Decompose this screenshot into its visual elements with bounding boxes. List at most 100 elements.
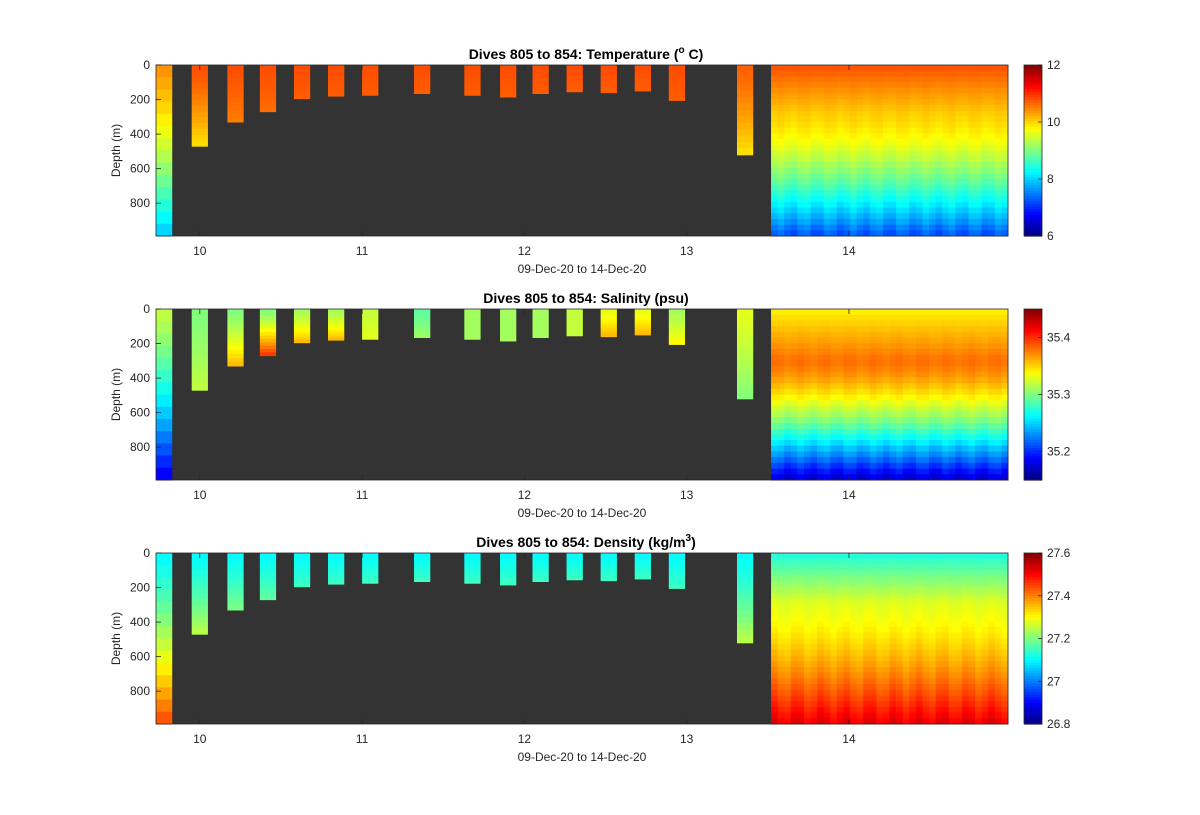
- dense-cell: [856, 354, 864, 361]
- dense-cell: [830, 462, 838, 470]
- dense-cell: [863, 127, 871, 134]
- dense-cell: [902, 326, 910, 333]
- profile-cell: [414, 557, 431, 560]
- dense-cell: [975, 371, 983, 378]
- dense-cell: [975, 695, 983, 702]
- dense-cell: [843, 445, 851, 452]
- dense-cell: [968, 558, 976, 565]
- dense-cell: [876, 190, 884, 197]
- dense-cell: [902, 82, 910, 89]
- x-tick-label: 11: [356, 732, 369, 746]
- dense-cell: [856, 570, 864, 577]
- dense-cell: [929, 156, 937, 163]
- profile-cell: [293, 337, 311, 341]
- dense-cell: [810, 76, 818, 83]
- dense-cell: [975, 712, 983, 719]
- dense-cell: [790, 678, 798, 685]
- dense-cell: [981, 388, 989, 395]
- dense-cell: [843, 213, 851, 220]
- dense-cell: [869, 309, 877, 316]
- dense-cell: [810, 695, 818, 702]
- colorbar-cell: [1024, 131, 1042, 136]
- profile-cell: [736, 122, 754, 130]
- profile-cell: [600, 90, 617, 94]
- dense-cell: [922, 360, 930, 367]
- dense-cell: [803, 93, 812, 100]
- dense-cell: [771, 331, 779, 338]
- dense-cell: [968, 468, 976, 475]
- dense-cell: [784, 213, 792, 220]
- dense-cell: [863, 434, 871, 441]
- dense-cell: [889, 570, 897, 577]
- dense-cell: [803, 468, 812, 475]
- dense-cell: [961, 343, 970, 350]
- dense-cell: [994, 371, 1002, 378]
- dense-cell: [896, 706, 904, 714]
- dense-cell: [981, 468, 989, 475]
- dense-cell: [784, 604, 792, 611]
- profile-cell: [736, 623, 754, 631]
- dense-cell: [850, 218, 858, 226]
- y-tick-label: 800: [130, 684, 150, 698]
- profile-cell: [328, 71, 345, 75]
- dense-cell: [968, 161, 976, 169]
- dense-cell: [869, 110, 877, 117]
- dense-cell: [896, 76, 904, 83]
- dense-cell: [909, 701, 917, 708]
- dense-cell: [968, 440, 976, 447]
- dense-cell: [790, 314, 798, 321]
- colorbar-cell: [1024, 617, 1042, 621]
- dense-cell: [896, 65, 904, 72]
- profile-cell: [191, 610, 208, 618]
- profile-cell: [328, 82, 345, 86]
- dense-cell: [830, 218, 838, 226]
- dense-cell: [797, 377, 805, 384]
- profile-cell: [414, 331, 431, 334]
- profile-cell: [566, 87, 583, 91]
- dense-cell: [935, 110, 943, 117]
- dense-cell: [948, 161, 956, 169]
- profile-cell: [634, 564, 651, 567]
- dense-cell: [882, 314, 891, 321]
- profile-cell: [293, 333, 311, 336]
- dense-cell: [988, 598, 996, 605]
- dense-cell: [955, 161, 963, 169]
- dense-cell: [981, 695, 989, 702]
- dense-cell: [823, 592, 831, 600]
- dense-cell: [836, 116, 844, 123]
- dense-cell: [961, 394, 970, 401]
- dense-cell: [988, 371, 996, 378]
- dense-cell: [981, 706, 989, 714]
- dense-cell: [915, 230, 923, 237]
- dense-cell: [968, 661, 976, 668]
- dense-cell: [784, 570, 792, 577]
- dense-cell: [961, 627, 970, 634]
- dense-cell: [882, 695, 891, 702]
- dense-cell: [968, 354, 976, 361]
- dense-cell: [955, 201, 963, 208]
- dense-cell: [869, 570, 877, 577]
- dense-cell: [823, 718, 831, 725]
- colorbar-tick-label: 26.8: [1047, 717, 1071, 731]
- dense-cell: [975, 196, 983, 203]
- dense-cell: [961, 99, 970, 106]
- dense-cell: [817, 388, 825, 395]
- dense-cell: [896, 592, 904, 600]
- dense-cell: [902, 462, 910, 470]
- dense-cell: [922, 76, 930, 83]
- dense-cell: [942, 82, 950, 89]
- dense-cell: [790, 610, 798, 617]
- profile-cell: [227, 93, 244, 99]
- dense-cell: [915, 150, 923, 157]
- profile-cell: [736, 109, 754, 117]
- dense-cell: [915, 405, 923, 413]
- dense-cell: [817, 417, 825, 424]
- dense-cell: [882, 678, 891, 685]
- dense-cell: [889, 615, 897, 622]
- dense-cell: [817, 440, 825, 447]
- dense-cell: [929, 615, 937, 622]
- dense-cell: [988, 213, 996, 220]
- dense-cell: [929, 201, 937, 208]
- dense-cell: [836, 224, 844, 231]
